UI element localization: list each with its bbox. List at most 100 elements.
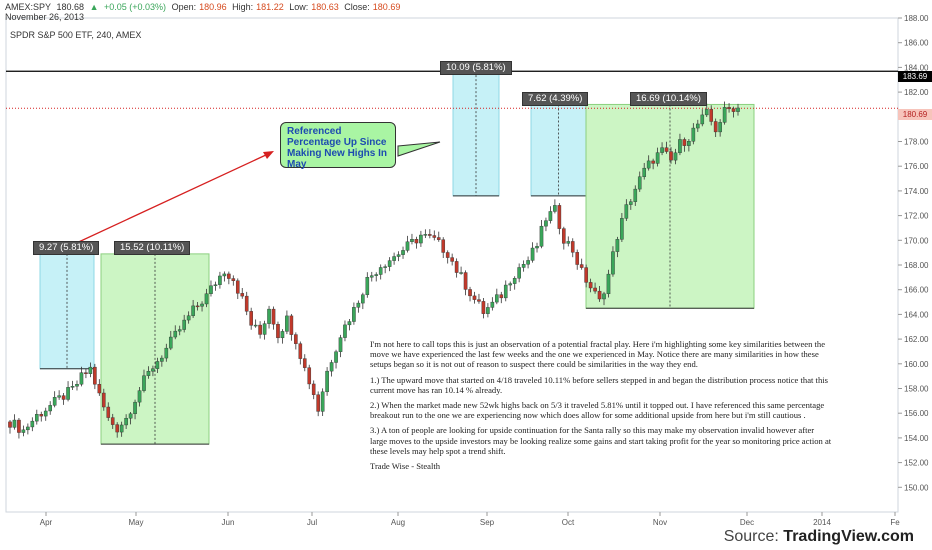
candle-body bbox=[177, 329, 182, 332]
candle-body bbox=[244, 295, 249, 312]
candle-body bbox=[544, 220, 548, 227]
source-credit[interactable]: Source: TradingView.com bbox=[724, 528, 914, 546]
y-tick-label: 176.00 bbox=[904, 162, 929, 171]
y-tick-label: 156.00 bbox=[904, 409, 929, 418]
x-tick-label: 2014 bbox=[813, 518, 831, 527]
candle-body bbox=[79, 372, 84, 385]
candle-body bbox=[343, 324, 347, 338]
candle-body bbox=[133, 401, 137, 415]
x-tick-label: Dec bbox=[740, 518, 754, 527]
candle-body bbox=[258, 324, 262, 335]
candle-body bbox=[655, 152, 660, 164]
candle-body bbox=[222, 273, 227, 277]
candle-body bbox=[463, 272, 468, 290]
candle-body bbox=[664, 147, 669, 152]
candle-body bbox=[468, 289, 472, 297]
candle-body bbox=[503, 284, 508, 299]
low-value: 180.63 bbox=[311, 2, 339, 12]
candle-body bbox=[414, 239, 419, 244]
candle-body bbox=[320, 391, 325, 412]
price-change: +0.05 (+0.03%) bbox=[104, 2, 167, 12]
y-tick-label: 172.00 bbox=[904, 212, 929, 221]
candle-body bbox=[495, 294, 499, 303]
x-tick-label: Fe bbox=[890, 518, 900, 527]
candle-body bbox=[12, 419, 17, 428]
x-tick-label: Jul bbox=[307, 518, 317, 527]
candle-body bbox=[472, 295, 477, 300]
y-tick-label: 178.00 bbox=[904, 138, 929, 147]
candle-body bbox=[392, 256, 396, 261]
resistance-price-tag: 183.69 bbox=[898, 71, 932, 82]
candle-body bbox=[88, 366, 93, 374]
candle-body bbox=[378, 267, 383, 275]
candle-body bbox=[209, 285, 213, 294]
candle-body bbox=[70, 386, 75, 388]
y-tick-label: 184.00 bbox=[904, 63, 929, 72]
candle-body bbox=[191, 305, 195, 316]
candle-body bbox=[669, 151, 673, 161]
candle-body bbox=[115, 424, 119, 433]
x-tick-label: Aug bbox=[391, 518, 405, 527]
candle-body bbox=[624, 204, 629, 219]
candle-body bbox=[682, 139, 687, 146]
candle-body bbox=[365, 277, 370, 295]
candle-body bbox=[432, 235, 437, 238]
candle-body bbox=[575, 252, 580, 265]
candle-body bbox=[570, 241, 575, 253]
y-tick-label: 160.00 bbox=[904, 360, 929, 369]
measure-label-4: 7.62 (4.39%) bbox=[522, 92, 589, 106]
candle-body bbox=[110, 417, 115, 425]
y-tick-label: 174.00 bbox=[904, 187, 929, 196]
candle-body bbox=[347, 321, 352, 326]
last-price: 180.68 bbox=[56, 2, 85, 12]
candle-body bbox=[553, 205, 557, 212]
candle-body bbox=[235, 280, 240, 294]
candle-body bbox=[436, 237, 441, 240]
candle-body bbox=[124, 417, 128, 426]
candle-body bbox=[481, 301, 486, 314]
candle-body bbox=[195, 305, 200, 308]
y-tick-label: 186.00 bbox=[904, 39, 929, 48]
candle-body bbox=[325, 370, 329, 393]
candle-body bbox=[34, 414, 39, 422]
candle-body bbox=[61, 395, 66, 400]
candle-body bbox=[17, 419, 21, 433]
candle-body bbox=[450, 257, 454, 262]
symbol: AMEX:SPY bbox=[5, 2, 52, 12]
candle-body bbox=[423, 234, 428, 236]
y-tick-label: 158.00 bbox=[904, 385, 929, 394]
candle-body bbox=[173, 330, 178, 338]
y-tick-label: 168.00 bbox=[904, 261, 929, 270]
candle-body bbox=[262, 323, 267, 335]
open-label: Open: bbox=[171, 2, 197, 12]
low-label: Low: bbox=[289, 2, 309, 12]
candle-body bbox=[106, 406, 111, 418]
candle-body bbox=[459, 272, 463, 274]
candle-body bbox=[445, 252, 450, 258]
candle-body bbox=[588, 282, 593, 289]
note-paragraph: 3.) A ton of people are looking for upsi… bbox=[370, 425, 832, 456]
candle-body bbox=[642, 167, 647, 177]
x-tick-label: Sep bbox=[480, 518, 495, 527]
y-tick-label: 188.00 bbox=[904, 14, 929, 23]
candle-body bbox=[43, 410, 48, 417]
candle-body bbox=[160, 357, 164, 362]
candle-body bbox=[30, 420, 35, 428]
note-paragraph: 1.) The upward move that started on 4/18… bbox=[370, 374, 828, 395]
y-tick-label: 150.00 bbox=[904, 483, 929, 492]
x-tick-label: Jun bbox=[222, 518, 235, 527]
candle-body bbox=[646, 160, 651, 169]
y-tick-label: 170.00 bbox=[904, 236, 929, 245]
candle-body bbox=[530, 247, 535, 261]
candle-body bbox=[231, 278, 236, 281]
candle-body bbox=[704, 109, 709, 116]
measure-label-1: 9.27 (5.81%) bbox=[33, 241, 100, 255]
candle-body bbox=[696, 123, 700, 129]
candle-body bbox=[722, 107, 727, 123]
candle-body bbox=[361, 294, 365, 304]
measure-label-5: 16.69 (10.14%) bbox=[630, 92, 707, 106]
candle-body bbox=[374, 274, 379, 276]
candle-body bbox=[227, 273, 231, 279]
candle-body bbox=[486, 307, 490, 314]
